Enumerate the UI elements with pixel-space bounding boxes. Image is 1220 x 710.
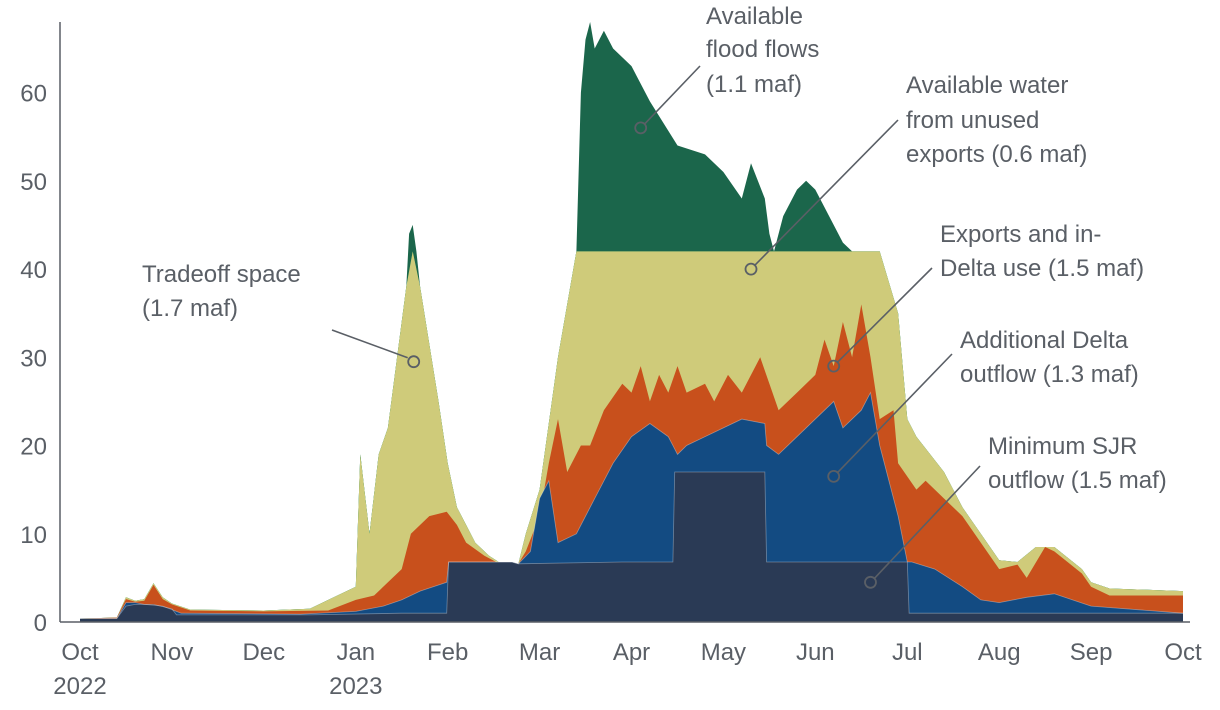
leader-line-minsjr (873, 465, 981, 579)
marker-unused (744, 262, 758, 276)
leader-line-additional (837, 353, 953, 473)
x-tick-label: Jun (796, 639, 835, 666)
x-tick-label: Nov (151, 639, 194, 666)
y-tick-label: 20 (20, 434, 47, 461)
x-tick-labels: Oct 2022 Nov Dec Jan 2023 Feb Mar Apr May Jun Jul Au… (53, 639, 1202, 700)
x-tick-label: May (701, 639, 746, 666)
annotation-additional-line1: Additional Delta (960, 327, 1129, 354)
area-min-sjr (80, 472, 1183, 622)
annotation-flood-line3: (1.1 maf) (706, 71, 802, 98)
annotation-minsjr-line2: outflow (1.5 maf) (988, 467, 1167, 494)
marker-flood (634, 121, 648, 135)
y-tick-label: 50 (20, 169, 47, 196)
annotation-exports: Exports and in- Delta use (1.5 maf) (827, 221, 1144, 373)
annotation-tradeoff-line1: Tradeoff space (142, 261, 301, 288)
x-tick-label: Oct (61, 639, 99, 666)
leader-line-exports (837, 267, 933, 363)
x-tick-label: Mar (519, 639, 560, 666)
annotation-unused-line2: from unused (906, 107, 1039, 134)
annotation-flood-line2: flood flows (706, 36, 819, 63)
marker-additional (827, 469, 841, 483)
x-tick-label: Feb (427, 639, 468, 666)
annotation-flood: Available flood flows (1.1 maf) (634, 3, 819, 135)
x-tick-label: Apr (613, 639, 650, 666)
annotation-tradeoff: Tradeoff space (1.7 maf) (142, 261, 421, 369)
x-tick-label: Aug (978, 639, 1021, 666)
marker-minsjr (864, 575, 877, 589)
y-tick-label: 10 (20, 522, 47, 549)
leader-line-flood (644, 65, 701, 125)
edge-min-sjr (80, 471, 1183, 619)
y-tick-labels: 0 10 20 30 40 50 60 (20, 81, 47, 637)
x-tick-label: Dec (242, 639, 285, 666)
leader-line-tradeoff (331, 329, 408, 359)
annotation-unused-line1: Available water (906, 72, 1068, 99)
annotation-flood-line1: Available (706, 3, 803, 30)
x-tick-label: Sep (1070, 639, 1113, 666)
annotation-minsjr-line1: Minimum SJR (988, 433, 1137, 460)
edge-additional-outflow (80, 391, 1184, 619)
y-tick-label: 60 (20, 81, 47, 108)
annotation-minimum-sjr: Minimum SJR outflow (1.5 maf) (864, 433, 1167, 589)
x-tick-year-label: 2023 (329, 673, 382, 700)
marker-tradeoff (407, 355, 421, 369)
x-tick-label: Oct (1164, 639, 1202, 666)
y-tick-label: 30 (20, 345, 47, 372)
annotation-additional-line2: outflow (1.3 maf) (960, 361, 1139, 388)
annotation-additional-outflow: Additional Delta outflow (1.3 maf) (827, 327, 1139, 483)
x-tick-label: Jul (892, 639, 923, 666)
x-tick-label: Jan (336, 639, 375, 666)
annotation-unused-line3: exports (0.6 maf) (906, 141, 1087, 168)
marker-exports (827, 359, 841, 373)
annotation-exports-line1: Exports and in- (940, 221, 1101, 248)
x-tick-year-label: 2022 (53, 673, 106, 700)
annotation-tradeoff-line2: (1.7 maf) (142, 295, 238, 322)
y-tick-label: 0 (34, 610, 47, 637)
annotation-exports-line2: Delta use (1.5 maf) (940, 255, 1144, 282)
annotation-unused-exports: Available water from unused exports (0.6… (744, 72, 1087, 276)
leader-line-unused (754, 119, 899, 266)
y-tick-label: 40 (20, 257, 47, 284)
